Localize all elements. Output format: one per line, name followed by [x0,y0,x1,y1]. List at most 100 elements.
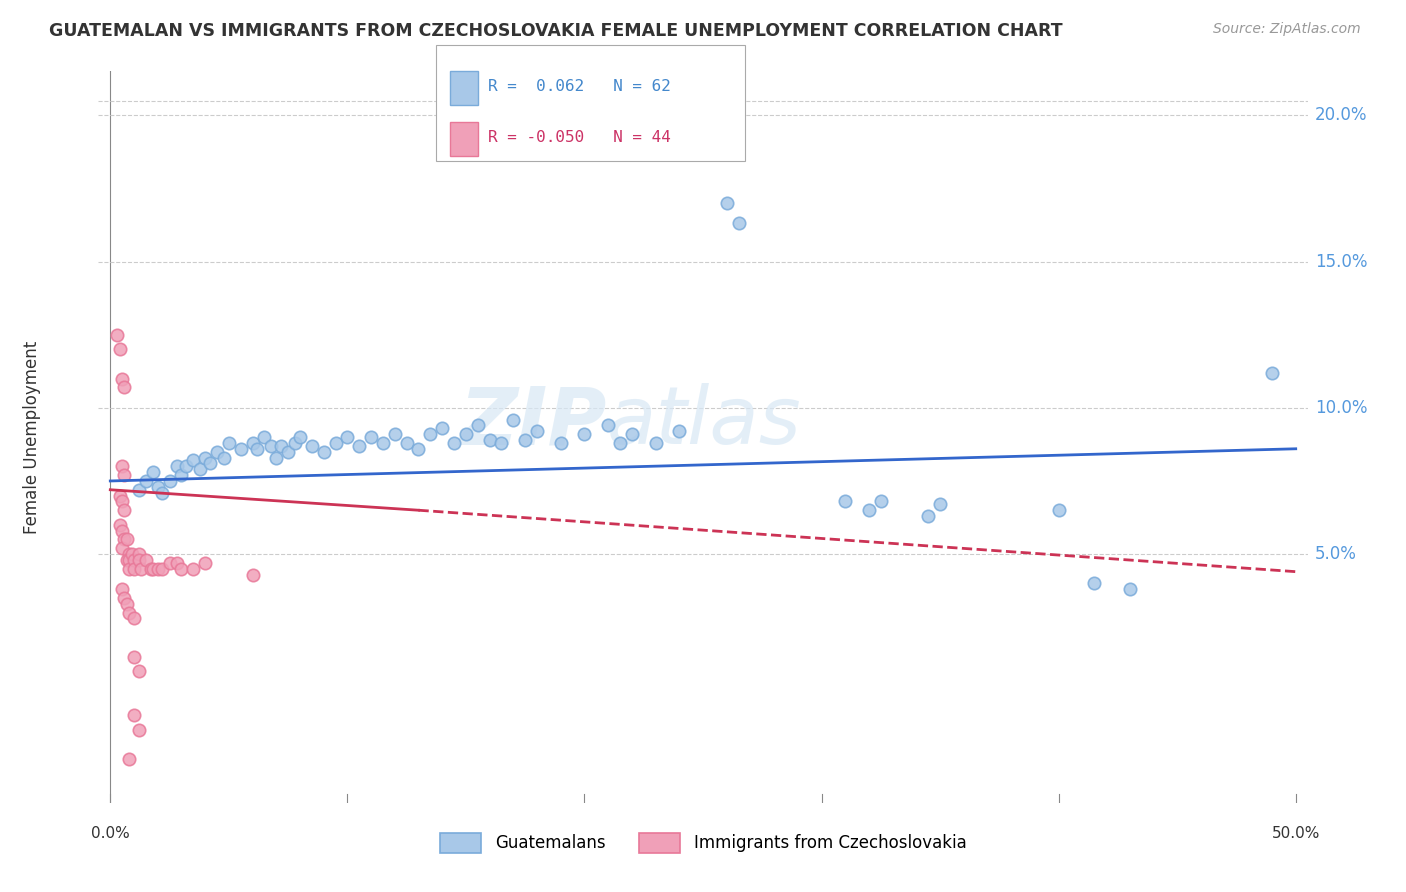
Point [122,553,145,567]
Point [1119,582,1142,597]
Point [284,436,307,450]
Point [858,503,880,517]
Point [114,591,136,605]
Point [111,371,134,385]
Legend: Guatemalans, Immigrants from Czechoslovakia: Guatemalans, Immigrants from Czechoslova… [440,832,966,853]
Point [668,424,690,438]
Text: R =  0.062   N = 62: R = 0.062 N = 62 [488,79,671,95]
Point [170,562,193,576]
Point [270,439,292,453]
Point [128,723,150,737]
Point [146,480,169,494]
Point [121,547,143,561]
Point [181,562,204,576]
Point [118,553,141,567]
Point [128,553,150,567]
Text: 10.0%: 10.0% [1315,399,1367,417]
Point [467,418,489,433]
Point [336,430,359,444]
Point [288,430,311,444]
Point [190,462,212,476]
Point [574,427,596,442]
Text: 0.0%: 0.0% [91,826,129,841]
Point [135,553,157,567]
Point [384,427,406,442]
Point [181,453,204,467]
Point [108,343,131,357]
Point [118,562,141,576]
Point [929,497,952,511]
Point [609,436,631,450]
Point [170,468,193,483]
Point [242,567,264,582]
Text: 50.0%: 50.0% [1271,826,1320,841]
Point [432,421,454,435]
Point [1261,366,1284,380]
Point [194,556,217,570]
Text: ZIP: ZIP [458,384,606,461]
Point [502,412,524,426]
Text: 5.0%: 5.0% [1315,545,1357,563]
Point [122,649,145,664]
Point [114,533,136,547]
Point [118,752,141,766]
Point [128,483,150,497]
Point [118,547,141,561]
Point [917,509,939,524]
Point [122,611,145,625]
Point [152,485,174,500]
Point [129,562,152,576]
Point [260,439,283,453]
Point [128,664,150,678]
Text: Source: ZipAtlas.com: Source: ZipAtlas.com [1213,22,1361,37]
Point [128,547,150,561]
Point [218,436,240,450]
Point [114,503,136,517]
Point [515,433,537,447]
Point [246,442,269,456]
Point [111,524,134,538]
Point [115,533,138,547]
Point [122,562,145,576]
Point [108,517,131,532]
Point [644,436,666,450]
Point [166,556,188,570]
Point [478,433,501,447]
Point [108,489,131,503]
Point [166,459,188,474]
Point [360,430,382,444]
Point [869,494,891,508]
Point [312,444,335,458]
Point [1083,576,1105,591]
Point [212,450,235,465]
Point [114,468,136,483]
Point [135,474,157,488]
Text: atlas: atlas [606,384,801,461]
Point [1047,503,1070,517]
Point [205,444,228,458]
Point [526,424,548,438]
Point [111,459,134,474]
Point [727,217,749,231]
Point [491,436,513,450]
Text: GUATEMALAN VS IMMIGRANTS FROM CZECHOSLOVAKIA FEMALE UNEMPLOYMENT CORRELATION CHA: GUATEMALAN VS IMMIGRANTS FROM CZECHOSLOV… [49,22,1063,40]
Point [194,450,217,465]
Text: 20.0%: 20.0% [1315,106,1367,124]
Point [159,474,181,488]
Point [347,439,370,453]
Point [139,562,162,576]
Point [716,196,738,211]
Text: R = -0.050   N = 44: R = -0.050 N = 44 [488,130,671,145]
Point [198,457,221,471]
Point [118,606,141,620]
Point [115,553,138,567]
Point [264,450,287,465]
Point [114,380,136,394]
Point [253,430,276,444]
Point [142,465,165,479]
Point [152,562,174,576]
Point [111,582,134,597]
Point [371,436,394,450]
Point [115,597,138,611]
Point [242,436,264,450]
